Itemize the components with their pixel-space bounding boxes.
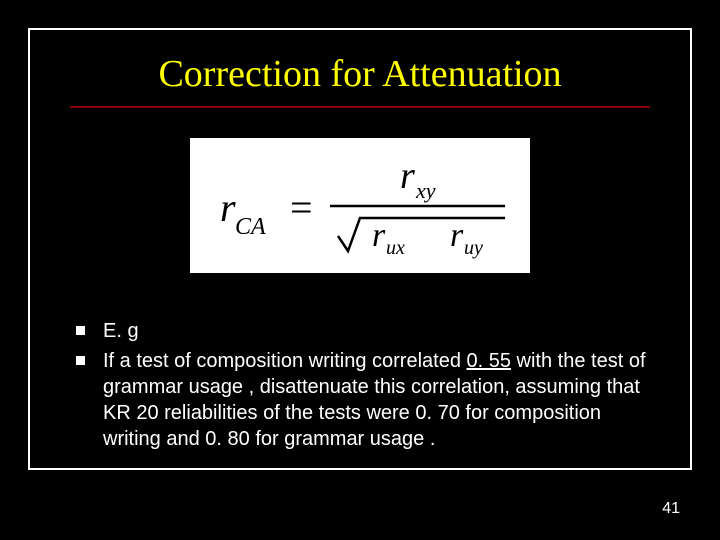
denom-right-sub: uy <box>464 237 483 259</box>
equals: = <box>290 185 313 230</box>
lhs-sub: CA <box>235 214 266 240</box>
num-var: r <box>400 155 415 197</box>
formula-box: r CA = r xy r ux r uy <box>190 138 530 273</box>
denom-left-sub: ux <box>386 237 405 259</box>
page-number: 41 <box>662 500 680 518</box>
bullet-square-icon <box>76 326 85 335</box>
slide-title: Correction for Attenuation <box>70 52 650 108</box>
list-item: E. g <box>76 318 650 344</box>
slide-frame: Correction for Attenuation r CA = r xy r… <box>28 28 692 470</box>
denom-left-var: r <box>372 217 386 254</box>
denom-right-var: r <box>450 217 464 254</box>
bullet-square-icon <box>76 356 85 365</box>
bullet-text: E. g <box>103 318 139 344</box>
bullet-text: If a test of composition writing correla… <box>103 348 650 452</box>
bullet-list: E. g If a test of composition writing cor… <box>70 318 650 452</box>
formula-svg: r CA = r xy r ux r uy <box>200 146 520 266</box>
num-sub: xy <box>415 178 436 203</box>
lhs-var: r <box>220 185 236 230</box>
list-item: If a test of composition writing correla… <box>76 348 650 452</box>
